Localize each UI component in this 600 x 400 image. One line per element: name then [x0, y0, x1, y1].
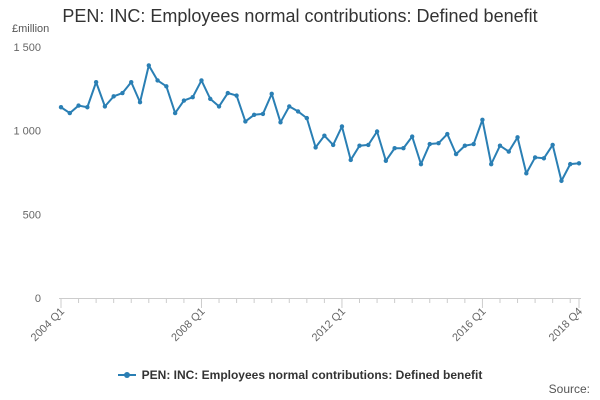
- data-point: [348, 157, 353, 163]
- data-point: [480, 117, 485, 122]
- data-point: [251, 112, 257, 117]
- data-point: [506, 149, 511, 154]
- data-point: [313, 145, 318, 150]
- data-point: [146, 63, 151, 68]
- legend-line-marker-icon: [117, 372, 136, 378]
- data-point: [102, 104, 108, 109]
- data-point: [181, 98, 187, 103]
- data-point: [436, 141, 441, 146]
- data-point: [278, 120, 283, 125]
- data-point: [208, 96, 213, 102]
- data-point: [58, 105, 64, 110]
- data-point: [304, 115, 310, 121]
- chart-title: PEN: INC: Employees normal contributions…: [62, 6, 538, 26]
- data-point: [445, 131, 450, 137]
- data-point: [471, 141, 476, 147]
- data-point: [67, 110, 72, 116]
- x-tick-label: 2018 Q4: [547, 306, 585, 344]
- data-point: [427, 141, 432, 147]
- data-point: [93, 79, 99, 85]
- data-point: [550, 142, 555, 148]
- data-point: [366, 142, 371, 148]
- data-point: [164, 84, 169, 89]
- data-point: [383, 158, 389, 163]
- data-point: [155, 78, 160, 83]
- data-point: [453, 151, 459, 157]
- data-point: [515, 135, 520, 140]
- data-point: [234, 93, 239, 98]
- y-axis-unit-label: £million: [12, 23, 50, 35]
- data-point: [392, 146, 397, 151]
- data-point: [541, 156, 547, 161]
- data-point: [532, 155, 538, 160]
- y-tick-label: 1 000: [13, 126, 41, 138]
- x-tick-label: 2008 Q1: [169, 306, 207, 344]
- data-point: [243, 119, 248, 124]
- legend-label: PEN: INC: Employees normal contributions…: [141, 368, 483, 382]
- data-point: [489, 161, 494, 167]
- data-point: [76, 103, 81, 108]
- data-point: [339, 124, 345, 129]
- data-point: [199, 78, 204, 83]
- data-point: [418, 161, 424, 167]
- data-point: [172, 110, 178, 116]
- data-point: [260, 111, 266, 117]
- data-point: [559, 178, 564, 184]
- data-point: [330, 142, 336, 148]
- data-point: [111, 94, 116, 99]
- data-point: [576, 161, 582, 166]
- y-tick-label: 0: [35, 293, 41, 305]
- x-tick-label: 2016 Q1: [450, 306, 488, 344]
- data-point: [190, 95, 195, 100]
- data-point: [568, 161, 573, 167]
- data-point: [85, 105, 90, 110]
- data-point: [497, 143, 503, 148]
- data-point: [295, 109, 301, 114]
- data-point: [137, 100, 143, 105]
- series-line: [60, 64, 580, 182]
- data-point: [409, 134, 415, 139]
- x-tick-label: 2004 Q1: [29, 306, 67, 344]
- y-tick-label: 1 500: [13, 42, 41, 54]
- data-point: [120, 90, 125, 96]
- data-point: [374, 129, 380, 134]
- source-label: Source:: [548, 382, 590, 396]
- data-point: [401, 146, 406, 151]
- y-tick-label: 500: [23, 209, 41, 221]
- data-point: [216, 104, 222, 109]
- data-point: [225, 90, 231, 96]
- data-point: [322, 133, 327, 138]
- data-point: [357, 143, 362, 148]
- data-point: [524, 171, 529, 176]
- data-point: [287, 104, 292, 109]
- data-point: [129, 79, 134, 85]
- x-tick-label: 2012 Q1: [310, 306, 348, 344]
- legend[interactable]: PEN: INC: Employees normal contributions…: [0, 365, 600, 382]
- data-point: [269, 91, 274, 97]
- data-point: [462, 143, 468, 148]
